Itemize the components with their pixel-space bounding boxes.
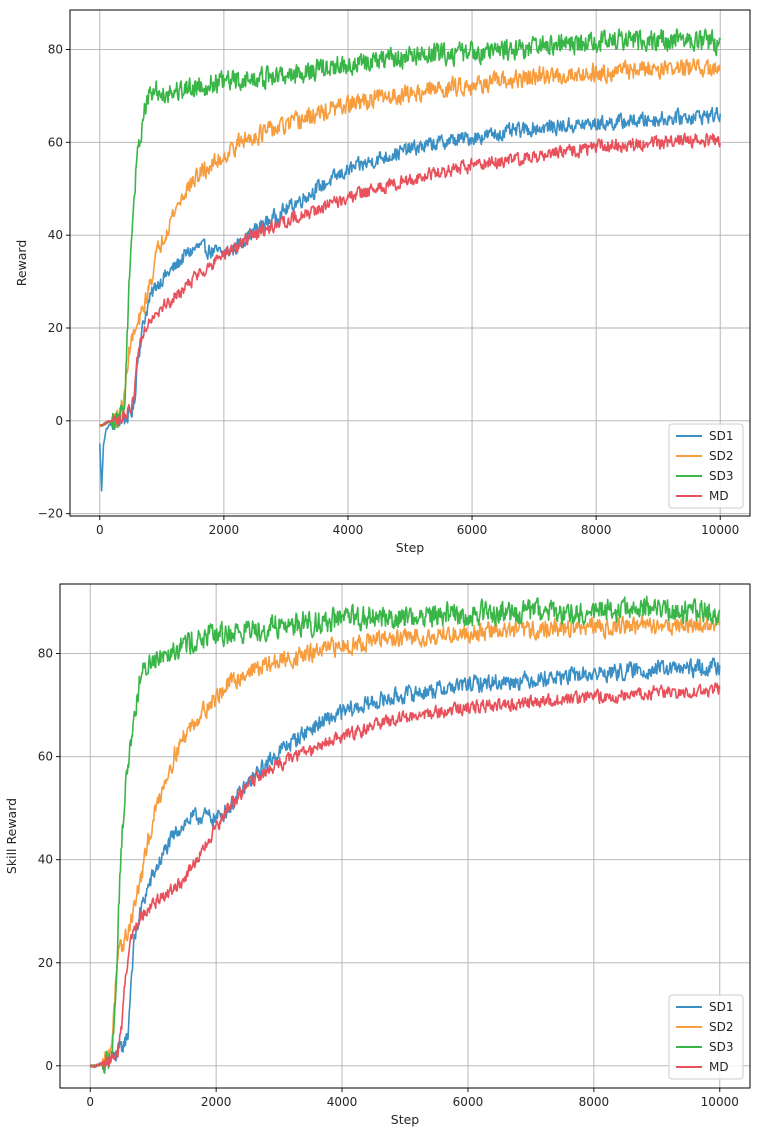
grid [70, 10, 750, 516]
legend-box [668, 423, 744, 509]
legend: SD1 SD2 SD3 MD [668, 423, 744, 509]
legend-label-sd2: SD2 [709, 1020, 734, 1034]
x-tick-label: 10000 [701, 1095, 739, 1109]
x-tick-label: 10000 [701, 523, 739, 537]
series-line-md [99, 132, 722, 427]
y-tick-label: 60 [38, 750, 53, 764]
reward-chart: 0 2000 4000 6000 8000 10000 −20 0 20 40 60 80 Step Re… [14, 9, 751, 555]
legend-label-sd2: SD2 [709, 449, 734, 463]
y-axis-label: Reward [14, 240, 29, 287]
x-axis-label: Step [396, 540, 425, 555]
series-line-sd3 [90, 595, 721, 1074]
x-tick-label: 6000 [453, 1095, 484, 1109]
x-tick-label: 0 [86, 1095, 94, 1109]
x-tick-label: 0 [96, 523, 104, 537]
legend: SD1 SD2 SD3 MD [668, 994, 744, 1080]
y-tick-label: 80 [48, 42, 63, 56]
legend-label-sd3: SD3 [709, 469, 734, 483]
y-tick-label: 60 [48, 135, 63, 149]
series-line-sd1 [89, 657, 721, 1069]
x-tick-label: 8000 [581, 523, 612, 537]
y-tick-label: 40 [38, 853, 53, 867]
legend-label-sd1: SD1 [709, 429, 734, 443]
legend-label-md: MD [709, 489, 729, 503]
x-axis-label: Step [391, 1112, 420, 1127]
legend-label-sd1: SD1 [709, 1000, 734, 1014]
plot-frame [69, 9, 751, 517]
y-tick-label: 20 [38, 956, 53, 970]
legend-box [668, 994, 744, 1080]
y-tick-label: 40 [48, 228, 63, 242]
plot-frame [59, 583, 751, 1089]
series-group [89, 595, 721, 1074]
series-line-sd2 [99, 57, 721, 428]
series-line-sd3 [99, 28, 721, 431]
y-tick-label: 20 [48, 321, 63, 335]
x-tick-label: 2000 [209, 523, 240, 537]
x-tick-label: 4000 [327, 1095, 358, 1109]
x-tick-label: 6000 [457, 523, 488, 537]
x-tick-label: 2000 [201, 1095, 232, 1109]
y-tick-label: 0 [45, 1059, 53, 1073]
y-axis-label: Skill Reward [4, 798, 19, 874]
x-tick-label: 8000 [579, 1095, 610, 1109]
legend-label-sd3: SD3 [709, 1040, 734, 1054]
y-tick-label: 0 [55, 414, 63, 428]
series-line-md [89, 682, 721, 1069]
y-tick-label: −20 [38, 507, 63, 521]
series-line-sd1 [98, 106, 722, 492]
grid [60, 584, 750, 1088]
legend-label-md: MD [709, 1060, 729, 1074]
series-group [98, 28, 722, 492]
y-tick-label: 80 [38, 647, 53, 661]
series-line-sd2 [89, 613, 721, 1069]
skill-reward-chart: 0 2000 4000 6000 8000 10000 0 20 40 60 80 Step Skill… [4, 583, 751, 1127]
x-tick-label: 4000 [333, 523, 364, 537]
